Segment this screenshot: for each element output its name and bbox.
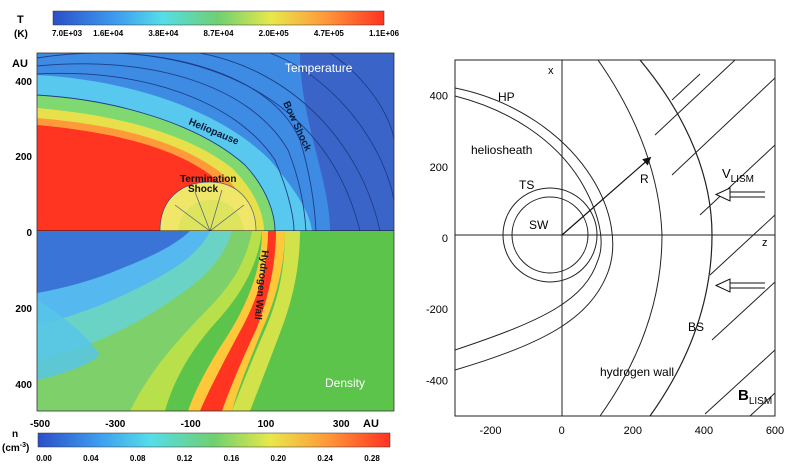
left-x-unit: AU <box>363 418 379 430</box>
density-tick-label: 0.16 <box>224 454 240 463</box>
hydrogen-wall-curve <box>597 60 663 416</box>
schematic-y-tick-label: -200 <box>426 304 448 316</box>
density-tick-label: 0.28 <box>364 454 380 463</box>
schematic-y-ticks: 400 200 0 -200 -400 <box>426 91 448 388</box>
hydrogen-wall-label-right: hydrogen wall <box>600 365 674 379</box>
v-lism-arrow-bottom <box>714 278 765 293</box>
density-label: Density <box>325 376 365 390</box>
schematic-y-tick-label: -400 <box>426 375 448 387</box>
left-x-tick-label: -100 <box>181 419 201 430</box>
r-arrow <box>561 156 652 236</box>
left-plot-frame <box>36 52 395 412</box>
v-lism-label: VLISM <box>722 166 754 185</box>
temperature-tick-label: 1.6E+04 <box>93 29 124 38</box>
ts-label: TS <box>519 178 534 192</box>
schematic-x-tick-label: 600 <box>766 425 784 437</box>
schematic-panel: x z HP heliosheath TS SW R VLISM BS hydr… <box>426 59 785 437</box>
v-lism-arrow-top <box>714 187 765 202</box>
temperature-colorbar: T (K) 7.0E+03 1.6E+04 3.8E+04 8.7E+04 2.0E+0… <box>14 10 400 40</box>
schematic-y-tick-label: 200 <box>430 162 448 174</box>
left-y-tick-label: 200 <box>15 152 32 163</box>
schematic-frame <box>454 59 776 417</box>
left-y-tick-label: 200 <box>15 304 32 315</box>
density-tick-label: 0.20 <box>270 454 286 463</box>
density-tick-label: 0.04 <box>83 454 99 463</box>
b-lism-label: BLISM <box>738 387 772 407</box>
heliopause-curve-outer <box>455 87 614 371</box>
temperature-tick-label: 4.7E+05 <box>314 29 345 38</box>
bs-label: BS <box>688 320 704 334</box>
temperature-tick-label: 3.8E+04 <box>148 29 179 38</box>
density-tick-label: 0.24 <box>317 454 333 463</box>
temperature-unit-symbol: T <box>17 14 24 26</box>
axis-x-label: x <box>548 65 554 77</box>
schematic-x-ticks: -200 0 200 400 600 <box>480 425 785 437</box>
left-y-tick-label: 400 <box>15 380 32 391</box>
density-colorbar-ticks: 0.00 0.04 0.08 0.12 0.16 0.20 0.24 0.28 <box>36 454 380 463</box>
temperature-tick-label: 8.7E+04 <box>203 29 234 38</box>
termination-label: Termination <box>180 174 236 185</box>
left-y-ticks: 400 200 0 200 400 <box>15 77 32 391</box>
heliopause-curve-inner <box>455 95 602 351</box>
density-tick-label: 0.00 <box>36 454 52 463</box>
temperature-tick-label: 7.0E+03 <box>52 29 83 38</box>
density-colorbar: n (cm-3) 0.00 0.04 0.08 0.12 0.16 0.20 0.24 0.2… <box>2 429 391 463</box>
heliosheath-label: heliosheath <box>471 143 532 157</box>
temperature-label: Temperature <box>285 61 353 75</box>
schematic-x-tick-label: 0 <box>559 425 565 437</box>
termination-shock-inner <box>511 196 589 274</box>
temperature-tick-label: 2.0E+05 <box>259 29 290 38</box>
density-plot <box>37 231 394 411</box>
bow-shock-curve <box>639 60 713 416</box>
schematic-y-tick-label: 400 <box>430 91 448 103</box>
schematic-x-tick-label: 400 <box>695 425 713 437</box>
termination-shock-label: Shock <box>188 184 218 195</box>
left-x-tick-label: 300 <box>333 419 350 430</box>
left-y-unit: AU <box>12 58 28 70</box>
temperature-colorbar-ticks: 7.0E+03 1.6E+04 3.8E+04 8.7E+04 2.0E+05 4.7E+… <box>52 29 400 38</box>
temperature-unit: (K) <box>14 29 28 40</box>
temperature-plot <box>37 53 394 231</box>
axis-z-label: z <box>762 237 768 249</box>
density-unit: (cm-3) <box>2 442 29 454</box>
left-x-tick-label: -300 <box>105 419 125 430</box>
density-unit-symbol: n <box>12 429 18 440</box>
left-y-tick-label: 0 <box>26 228 32 239</box>
temperature-tick-label: 1.1E+06 <box>369 29 400 38</box>
lism-hatching <box>654 60 775 416</box>
termination-shock-outer <box>502 187 598 283</box>
left-x-tick-label: -500 <box>30 419 50 430</box>
r-label: R <box>640 172 649 186</box>
sw-label: SW <box>529 218 549 232</box>
schematic-y-tick-label: 0 <box>442 233 448 245</box>
density-tick-label: 0.08 <box>130 454 146 463</box>
left-x-tick-label: 100 <box>258 419 275 430</box>
schematic-x-tick-label: 200 <box>624 425 642 437</box>
hp-label: HP <box>498 90 515 104</box>
schematic-x-tick-label: -200 <box>480 425 502 437</box>
left-x-ticks: -500 -300 -100 100 300 <box>30 419 350 430</box>
density-tick-label: 0.12 <box>177 454 193 463</box>
left-y-tick-label: 400 <box>15 77 32 88</box>
